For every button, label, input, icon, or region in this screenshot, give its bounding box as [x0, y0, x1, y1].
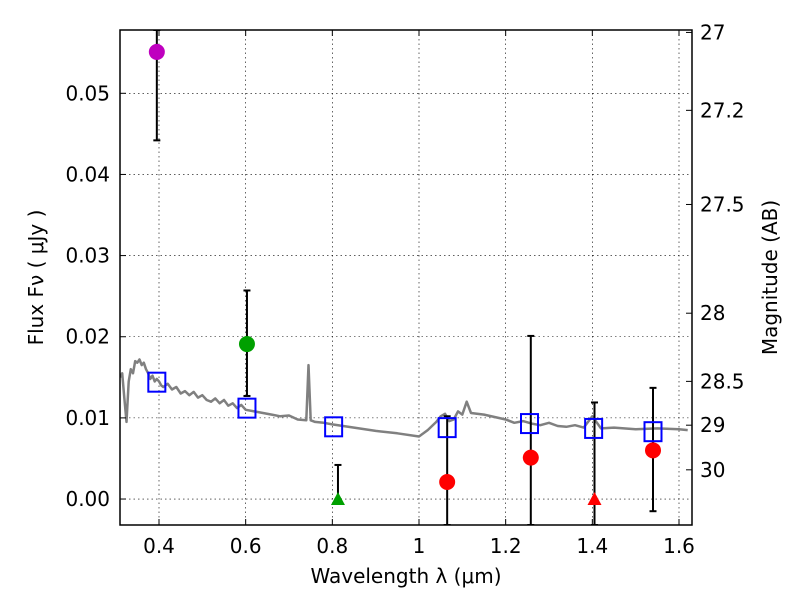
x-tick-label: 1.6 — [663, 534, 695, 558]
x-tick-label: 0.6 — [230, 534, 262, 558]
plot-frame — [119, 29, 693, 526]
y-tick-label: 0.02 — [65, 325, 110, 349]
x-tick-label: 1 — [413, 534, 426, 558]
grid — [120, 30, 692, 525]
axis-ticks: 0.4 0.6 0.8 1 1.2 1.4 1.6 0.00 0.01 0.02 0.03 0.04 0… — [65, 20, 744, 558]
model-photometry-square — [643, 421, 663, 443]
y2-tick-label: 27.2 — [700, 98, 745, 122]
y-axis-label: Flux Fν ( μJy ) — [24, 210, 48, 346]
x-tick-label: 0.4 — [143, 534, 175, 558]
y2-tick-label: 30 — [700, 458, 725, 482]
y-tick-label: 0.04 — [65, 162, 110, 186]
model-photometry-square — [437, 417, 457, 439]
observed-flux-point — [148, 43, 165, 60]
y2-tick-label: 28.5 — [700, 369, 745, 393]
model-photometry-square — [520, 413, 539, 435]
upper-limit-triangle — [587, 492, 602, 506]
data-markers — [147, 43, 663, 506]
x-tick-label: 1.4 — [576, 534, 608, 558]
model-photometry-square — [147, 371, 167, 393]
y2-tick-label: 27 — [700, 20, 725, 44]
x-axis-label: Wavelength λ (μm) — [310, 564, 501, 588]
y2-tick-label: 29 — [700, 413, 725, 437]
model-photometry-square — [237, 397, 257, 419]
y-tick-label: 0.05 — [65, 81, 110, 105]
y2-axis-label: Magnitude (AB) — [758, 200, 782, 355]
y2-tick-label: 28 — [700, 301, 725, 325]
y2-tick-label: 27.5 — [700, 192, 745, 216]
y-tick-label: 0.00 — [65, 487, 110, 511]
observed-flux-point — [645, 442, 661, 459]
y-tick-label: 0.01 — [65, 406, 110, 430]
observed-flux-point — [439, 473, 456, 490]
x-tick-label: 1.2 — [490, 534, 522, 558]
x-tick-label: 0.8 — [316, 534, 348, 558]
y-tick-label: 0.03 — [65, 244, 110, 268]
model-photometry-square — [584, 417, 604, 439]
upper-limit-triangle — [330, 492, 345, 506]
error-bars — [153, 30, 657, 525]
model-photometry-square — [324, 416, 344, 438]
observed-flux-point — [238, 336, 255, 353]
model-spectrum-line — [120, 358, 688, 438]
observed-flux-point — [522, 449, 539, 466]
model-spectrum — [120, 358, 688, 438]
